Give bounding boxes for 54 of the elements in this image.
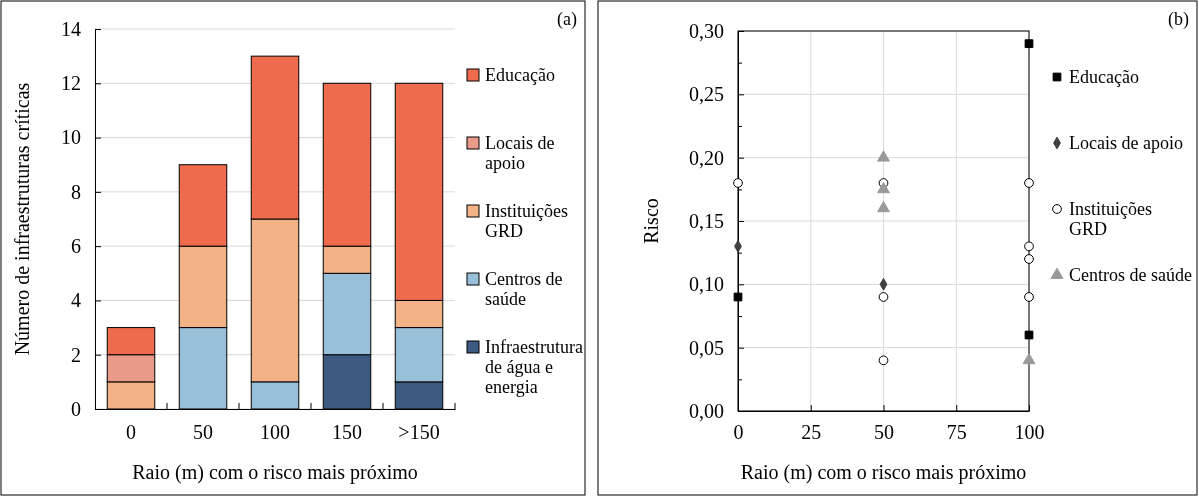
x-tick-label: 50 [874,421,894,444]
point [1024,241,1034,252]
legend-label: Infraestrutura de água e energia [485,337,583,397]
point [877,150,890,162]
point [878,355,889,366]
x-tick-label: 50 [193,421,213,444]
text: (a) [557,9,577,30]
y-tick-label: 10 [61,126,81,149]
point [878,292,889,302]
point [733,178,743,188]
x-tick-label: >150 [398,421,440,444]
x-tick-label: 75 [946,421,967,444]
y-tick-label: 0,00 [689,399,724,422]
x-axis-title: Raio (m) com o risco mais próximo [132,461,418,484]
text: (b) [1168,9,1189,30]
point [1024,178,1034,188]
x-axis-title: Raio (m) com o risco mais próximo [740,461,1027,484]
legend-label: Educação [485,65,555,85]
point [1024,39,1034,49]
y-tick-label: 0 [71,397,81,420]
legend-label: Locais de apoio [1069,133,1183,153]
legend-label: Instituições GRD [485,201,568,241]
legend-label: Centros de saúde [485,269,563,309]
y-axis-title: Risco [640,198,662,244]
y-tick-label: 8 [71,180,81,203]
y-tick-label: 6 [71,235,81,258]
x-tick-label: 100 [1014,421,1045,444]
legend-label: Centros de saúde [1069,265,1192,285]
y-tick-label: 0,30 [689,19,724,42]
y-tick-label: 12 [61,72,81,95]
x-tick-label: 0 [733,421,744,444]
point [1024,254,1034,264]
point [877,201,890,213]
x-tick-label: 150 [332,421,362,444]
y-tick-label: 14 [61,17,81,40]
legend-label: Locais de apoio [485,133,555,173]
point [1022,353,1036,365]
y-tick-label: 0,15 [689,209,724,232]
x-tick-label: 100 [260,421,290,444]
x-tick-label: 25 [801,421,822,444]
point [877,182,890,194]
y-tick-label: 4 [71,289,81,312]
y-tick-label: 0,25 [689,83,724,106]
legend-label: Educação [1069,67,1139,87]
x-tick-label: 0 [126,421,136,444]
point [733,292,743,302]
y-axis-title: Número de infraestruturas críticas [11,82,33,356]
point [1024,330,1034,340]
point [1024,292,1034,302]
y-tick-label: 0,05 [689,336,724,359]
y-tick-label: 0,20 [689,146,724,169]
y-tick-label: 0,10 [689,273,724,296]
legend-label: Instituições GRD [1069,199,1152,239]
y-tick-label: 2 [71,343,81,366]
